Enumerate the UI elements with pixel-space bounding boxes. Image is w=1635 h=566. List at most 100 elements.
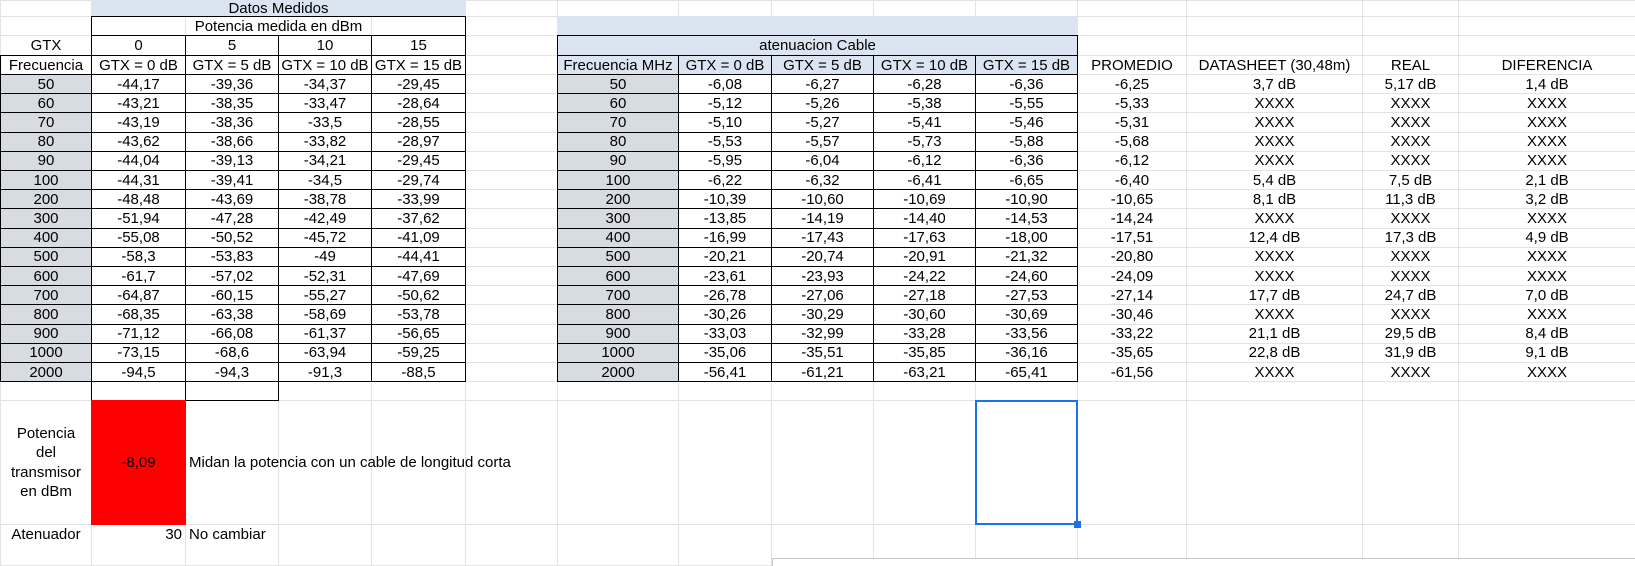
attenuation-cell[interactable]: -27,18 (873, 285, 976, 306)
measured-cell[interactable]: -55,08 (91, 227, 186, 248)
measured-cell[interactable]: -63,38 (185, 304, 279, 325)
transmitter-note[interactable]: Midan la potencia con un cable de longit… (189, 454, 511, 471)
attenuation-cell[interactable]: -35,51 (771, 342, 874, 363)
attenuation-cell[interactable]: XXXX (1526, 363, 1568, 381)
attenuation-cell[interactable]: XXXX (1526, 267, 1568, 285)
attenuation-cell[interactable]: -5,26 (771, 93, 874, 114)
attenuation-cell[interactable]: -5,27 (771, 112, 874, 133)
measured-cell[interactable]: -43,62 (91, 131, 186, 152)
frequency-cell[interactable]: 90 (0, 150, 92, 171)
measured-cell[interactable]: -63,94 (278, 342, 372, 363)
measured-cell[interactable]: -39,13 (185, 150, 279, 171)
measured-cell[interactable]: -29,74 (371, 170, 466, 191)
measured-cell[interactable]: -28,64 (371, 93, 466, 114)
attenuation-cell[interactable]: 21,1 dB (1248, 325, 1301, 343)
attenuation-cell[interactable]: -17,63 (873, 227, 976, 248)
attenuation-cell[interactable]: 7,5 dB (1388, 171, 1433, 189)
frequency-cell[interactable]: 100 (557, 170, 679, 191)
attenuation-cell[interactable]: -20,80 (1110, 248, 1154, 266)
attenuation-cell[interactable]: XXXX (1526, 133, 1568, 151)
attenuation-cell[interactable]: 12,4 dB (1248, 229, 1301, 247)
attenuation-cell[interactable]: XXXX (1254, 94, 1295, 112)
attenuation-cell[interactable]: XXXX (1526, 305, 1568, 323)
attenuation-cell[interactable]: -5,31 (1114, 113, 1150, 131)
attenuation-cell[interactable]: -5,68 (1114, 133, 1150, 151)
attenuation-cell[interactable]: 8,1 dB (1252, 190, 1297, 208)
attenuation-cell[interactable]: XXXX (1526, 248, 1568, 266)
attenuation-cell[interactable]: -5,38 (873, 93, 976, 114)
measured-col-header[interactable]: GTX = 10 dB (278, 55, 372, 75)
attenuation-title-band[interactable] (557, 16, 1078, 36)
attenuation-cell[interactable]: -30,46 (1110, 305, 1154, 323)
attenuation-cell[interactable]: -5,10 (678, 112, 772, 133)
measured-cell[interactable]: -33,99 (371, 189, 466, 210)
frequency-cell[interactable]: 80 (0, 131, 92, 152)
attenuation-cell[interactable]: XXXX (1526, 113, 1568, 131)
measured-cell[interactable]: -44,17 (91, 74, 186, 95)
attenuation-cell[interactable]: XXXX (1390, 113, 1431, 131)
attenuation-cell[interactable]: -6,22 (678, 170, 772, 191)
measured-cell[interactable]: -43,69 (185, 189, 279, 210)
attenuation-cell[interactable]: -13,85 (678, 208, 772, 229)
attenuation-cell[interactable]: -5,88 (975, 131, 1078, 152)
attenuation-cell[interactable]: 5,4 dB (1252, 171, 1297, 189)
attenuation-cell[interactable]: XXXX (1254, 305, 1295, 323)
attenuation-cell[interactable]: -14,19 (771, 208, 874, 229)
attenuation-cell[interactable]: XXXX (1390, 152, 1431, 170)
attenuation-cell[interactable]: -23,93 (771, 266, 874, 287)
frecuencia-header[interactable]: Frecuencia (0, 55, 92, 75)
measured-cell[interactable]: -57,02 (185, 266, 279, 287)
attenuation-cell[interactable]: -23,61 (678, 266, 772, 287)
frequency-cell[interactable]: 700 (557, 285, 679, 306)
attenuation-cell[interactable]: -61,56 (1110, 363, 1154, 381)
attenuation-cell[interactable]: -5,12 (678, 93, 772, 114)
frequency-cell[interactable]: 900 (0, 323, 92, 344)
frequency-cell[interactable]: 70 (557, 112, 679, 133)
measured-cell[interactable]: -60,15 (185, 285, 279, 306)
attenuation-cell[interactable]: -20,74 (771, 246, 874, 267)
measured-cell[interactable]: -34,37 (278, 74, 372, 95)
attenuation-cell[interactable]: -6,04 (771, 150, 874, 171)
frequency-cell[interactable]: 500 (0, 246, 92, 267)
gtx-value-3[interactable]: 15 (371, 35, 466, 56)
frequency-cell[interactable]: 50 (557, 74, 679, 95)
fill-handle[interactable] (1074, 521, 1081, 528)
measured-cell[interactable]: -33,82 (278, 131, 372, 152)
frequency-cell[interactable]: 800 (557, 304, 679, 325)
attenuation-cell[interactable]: -17,43 (771, 227, 874, 248)
attenuation-cell[interactable]: XXXX (1390, 363, 1431, 381)
attenuation-cell[interactable]: XXXX (1390, 248, 1431, 266)
attenuation-cell[interactable]: -35,06 (678, 342, 772, 363)
gtx-value-1[interactable]: 5 (185, 35, 279, 56)
frequency-cell[interactable]: 300 (0, 208, 92, 229)
measured-cell[interactable]: -64,87 (91, 285, 186, 306)
attenuation-cell[interactable]: XXXX (1390, 133, 1431, 151)
measured-cell[interactable]: -94,3 (185, 362, 279, 383)
attenuation-col-header[interactable]: GTX = 10 dB (873, 55, 976, 75)
measured-cell[interactable]: -71,12 (91, 323, 186, 344)
measured-cell[interactable]: -44,31 (91, 170, 186, 191)
measured-cell[interactable]: -29,45 (371, 150, 466, 171)
attenuation-cell[interactable]: -35,85 (873, 342, 976, 363)
frequency-cell[interactable]: 400 (557, 227, 679, 248)
frequency-cell[interactable]: 600 (557, 266, 679, 287)
empty-cell[interactable] (185, 381, 279, 402)
attenuation-cell[interactable]: -6,32 (771, 170, 874, 191)
attenuation-cell[interactable]: -14,53 (975, 208, 1078, 229)
measured-cell[interactable]: -38,35 (185, 93, 279, 114)
attenuation-cell[interactable]: -24,60 (975, 266, 1078, 287)
attenuation-cell[interactable]: -6,36 (975, 150, 1078, 171)
attenuation-cell[interactable]: -5,73 (873, 131, 976, 152)
attenuation-cell[interactable]: -63,21 (873, 362, 976, 383)
attenuation-cell[interactable]: XXXX (1254, 248, 1295, 266)
attenuation-cell[interactable]: -36,16 (975, 342, 1078, 363)
attenuation-cell[interactable]: -6,12 (1114, 152, 1150, 170)
attenuation-cell[interactable]: -33,56 (975, 323, 1078, 344)
attenuation-cell[interactable]: -56,41 (678, 362, 772, 383)
attenuation-cell[interactable]: 17,7 dB (1248, 286, 1301, 304)
attenuator-value[interactable]: 30 (165, 525, 182, 543)
attenuation-cell[interactable]: -5,95 (678, 150, 772, 171)
gtx-value-2[interactable]: 10 (278, 35, 372, 56)
attenuation-cell[interactable]: 24,7 dB (1384, 286, 1437, 304)
attenuation-cell[interactable]: -6,65 (975, 170, 1078, 191)
